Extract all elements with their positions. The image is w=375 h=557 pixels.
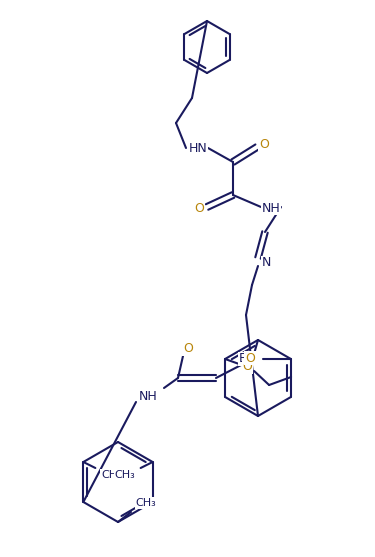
Text: CH₃: CH₃ <box>136 498 156 508</box>
Text: O: O <box>183 343 193 355</box>
Text: NH: NH <box>262 202 280 214</box>
Text: O: O <box>259 138 269 150</box>
Text: N: N <box>261 257 271 270</box>
Text: NH: NH <box>139 389 158 403</box>
Text: CH₃: CH₃ <box>101 470 122 480</box>
Text: Br: Br <box>239 353 253 365</box>
Text: HN: HN <box>189 141 207 154</box>
Text: CH₃: CH₃ <box>114 470 135 480</box>
Text: O: O <box>245 351 255 364</box>
Text: O: O <box>242 360 252 374</box>
Text: O: O <box>194 203 204 216</box>
